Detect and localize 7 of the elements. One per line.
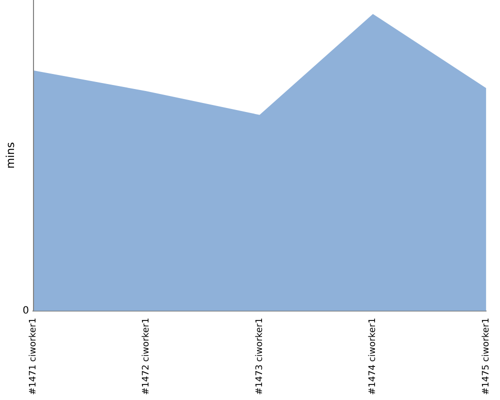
x-tick-label: #1474 ciworker1 bbox=[368, 318, 378, 396]
x-tick-label: #1473 ciworker1 bbox=[254, 318, 265, 396]
x-tick-label: #1471 ciworker1 bbox=[28, 318, 38, 396]
x-tick-label: #1475 ciworker1 bbox=[482, 318, 492, 396]
x-tick-label: #1472 ciworker1 bbox=[142, 318, 152, 396]
y-axis-title: mins bbox=[4, 142, 17, 169]
text: 0 bbox=[22, 305, 29, 316]
